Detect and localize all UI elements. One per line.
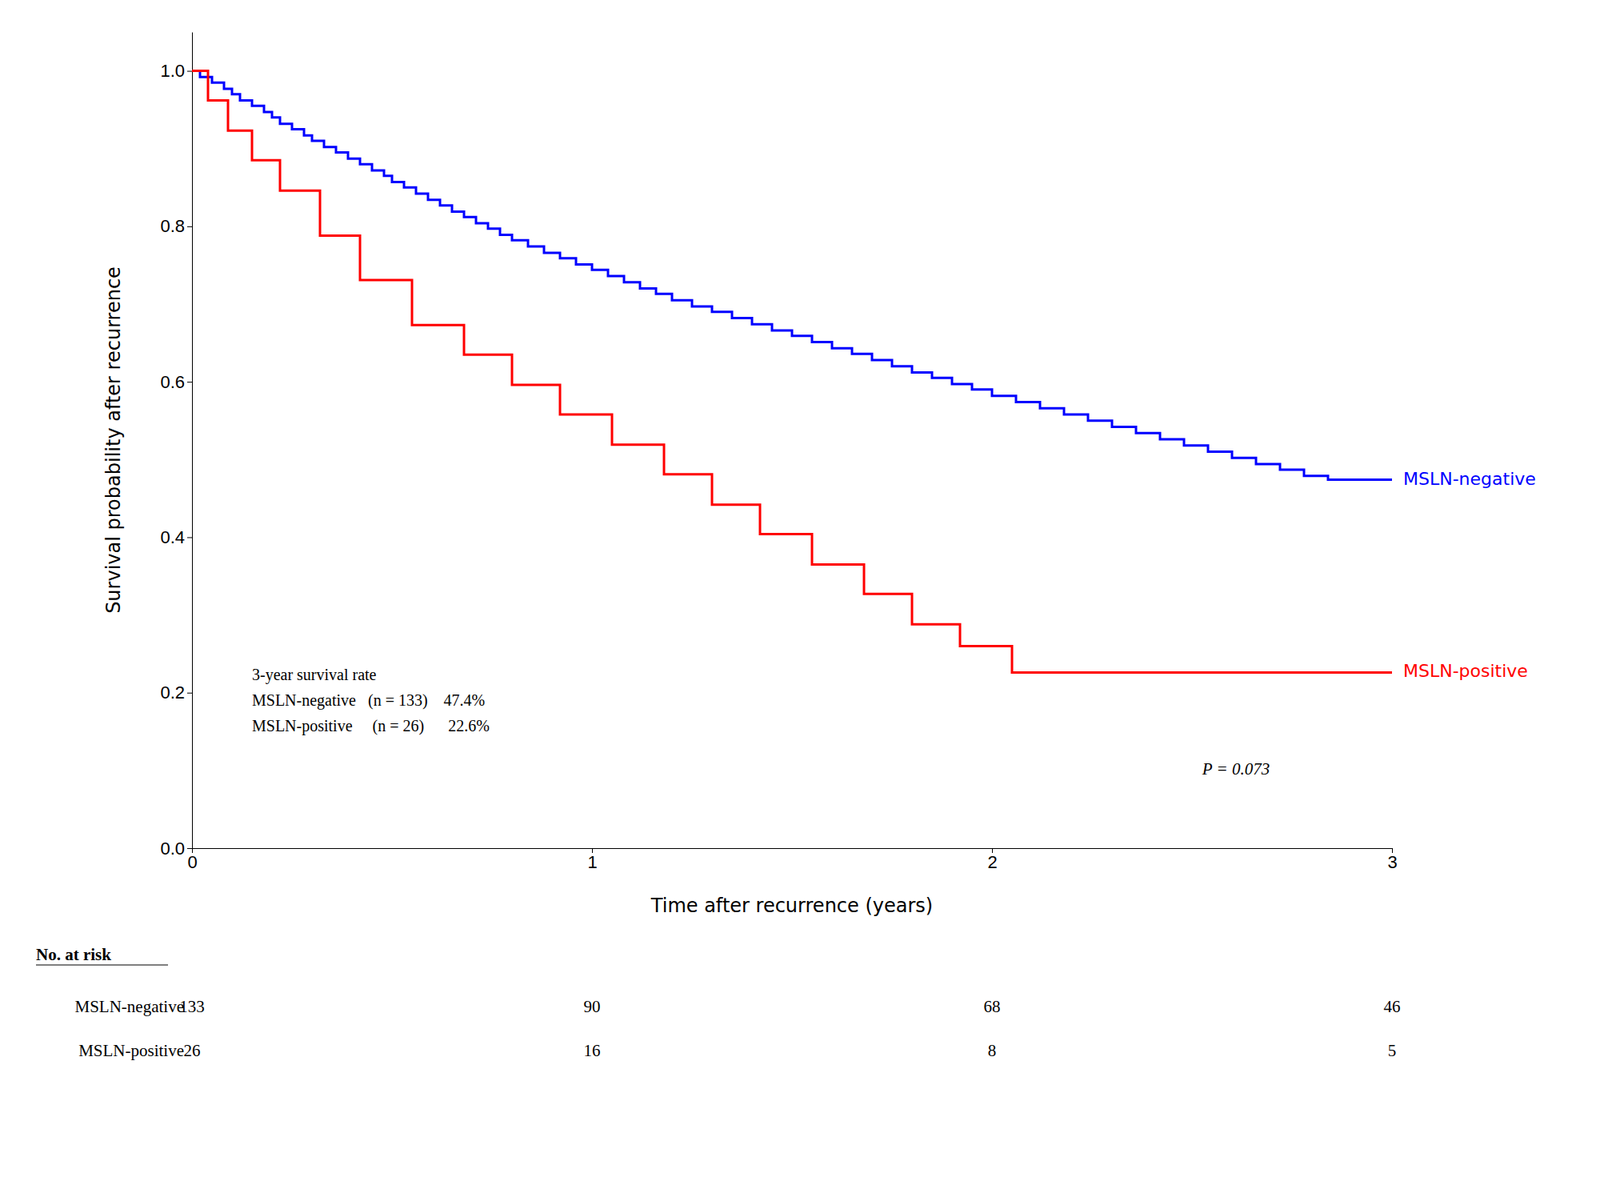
p-value: P = 0.073 <box>1201 759 1270 779</box>
y-tick: 0.2 <box>160 682 192 703</box>
annotation-line: 3-year survival rate <box>252 665 377 684</box>
risk-table: No. at risk MSLN-negative133 90 68 46 MSLN-po… <box>36 944 1401 1060</box>
risk-count: 133 <box>179 996 205 1016</box>
risk-count: 68 <box>984 996 1001 1016</box>
y-axis: 0.0 0.2 0.4 0.6 0.8 1.0 <box>160 32 192 859</box>
x-tick-label: 1 <box>587 852 597 872</box>
y-tick: 0.4 <box>160 527 192 548</box>
x-tick-label: 0 <box>187 852 197 872</box>
risk-count: 90 <box>584 996 601 1016</box>
km-curve <box>192 71 1392 673</box>
annotation: 3-year survival rate MSLN-negative (n = 1… <box>252 665 490 736</box>
risk-count: 8 <box>988 1040 997 1060</box>
curve-labels: MSLN-negative MSLN-positive <box>1403 468 1536 682</box>
risk-count: 16 <box>584 1040 601 1060</box>
x-axis: 0 1 2 3 <box>187 848 1397 872</box>
x-tick-label: 3 <box>1387 852 1397 872</box>
y-tick-mark <box>187 848 192 849</box>
y-tick-mark <box>187 226 192 228</box>
x-axis-line <box>192 848 1393 849</box>
y-tick: 0.0 <box>160 838 192 859</box>
risk-table-header: No. at risk <box>36 944 112 964</box>
risk-count: 26 <box>184 1040 201 1060</box>
x-tick: 3 <box>1387 848 1397 872</box>
annotation-line: MSLN-negative (n = 133) 47.4% <box>252 691 485 710</box>
chart-svg: 0 1 2 3 0.0 0.2 0.4 0.6 0.8 1.0 Time after recurre… <box>0 0 1600 1177</box>
y-tick-label: 0.4 <box>160 527 185 548</box>
risk-count: 46 <box>1384 996 1401 1016</box>
y-tick-mark <box>187 71 192 72</box>
plot-area: 0 1 2 3 0.0 0.2 0.4 0.6 0.8 1.0 Time after recurre… <box>102 32 1536 918</box>
x-tick: 0 <box>187 848 197 872</box>
x-tick: 2 <box>987 848 997 872</box>
curve-label: MSLN-positive <box>1403 660 1528 681</box>
risk-table-underline <box>36 964 168 965</box>
y-axis-title: Survival probability after recurrence <box>102 266 125 614</box>
y-tick: 0.6 <box>160 372 192 392</box>
y-tick-label: 0.2 <box>160 682 185 703</box>
x-axis-title: Time after recurrence (years) <box>650 894 933 917</box>
y-axis-line <box>192 32 193 849</box>
y-tick-label: 0.0 <box>160 838 185 859</box>
x-tick: 1 <box>587 848 597 872</box>
risk-count: 5 <box>1388 1040 1397 1060</box>
x-tick-label: 2 <box>987 852 997 872</box>
curve-label: MSLN-negative <box>1403 468 1536 489</box>
risk-row-label: MSLN-negative <box>75 996 184 1016</box>
curves <box>192 71 1392 673</box>
y-tick-mark <box>187 536 192 538</box>
y-tick-label: 1.0 <box>160 60 185 81</box>
y-tick: 0.8 <box>160 216 192 236</box>
y-tick-label: 0.8 <box>160 216 185 236</box>
km-curve <box>192 71 1392 480</box>
annotation-line: MSLN-positive (n = 26) 22.6% <box>252 716 490 736</box>
y-tick: 1.0 <box>160 60 192 81</box>
y-tick-mark <box>187 692 192 694</box>
y-tick-label: 0.6 <box>160 372 185 392</box>
risk-row-label: MSLN-positive <box>78 1040 184 1060</box>
y-tick-mark <box>187 381 192 383</box>
